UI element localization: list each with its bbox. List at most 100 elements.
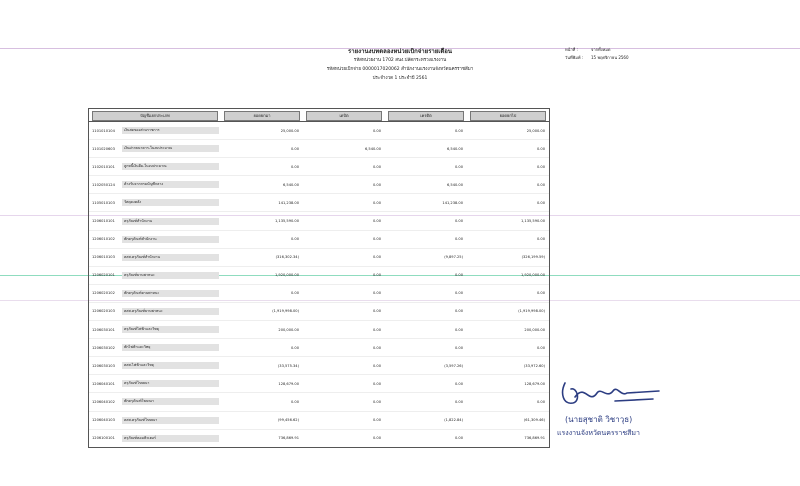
print-date-label: วันที่พิมพ์ : [565, 55, 584, 60]
debit-cell: 0.00 [372, 164, 381, 169]
debit-cell: 0.00 [372, 309, 381, 314]
period-line: ประจำงวด 1 ประจำปี 2561 [372, 76, 428, 81]
col-debit: เดบิต [306, 111, 382, 121]
credit-cell: 0.00 [454, 381, 463, 386]
closing-cell: 0.00 [536, 237, 545, 242]
table-row: 1206030103 คสส.ไฟฟ้าและวิทยุ (33,575.34) 0.… [89, 356, 549, 374]
signatory-title: แรงงานจังหวัดนครราชสีมา [557, 429, 640, 437]
report-title: รายงานงบทดลองหน่วยเบิกจ่ายรายเดือน [348, 48, 452, 55]
table-row: 1206020101 ครุภัณฑ์ยานพาหนะ 1,920,000.00 0.… [89, 265, 549, 284]
closing-cell: 0.00 [536, 399, 545, 404]
debit-cell: 0.00 [372, 436, 381, 441]
table-row: 1105010103 วัสดุคงคลัง 141,238.00 0.00 141,2… [89, 193, 549, 211]
account-name: คสส.ครุภัณฑ์สำนักงาน [122, 253, 219, 261]
opening-cell: 0.00 [290, 291, 299, 296]
account-cell: 1206020101 ครุภัณฑ์ยานพาหนะ [89, 271, 221, 279]
closing-cell: (326,199.59) [521, 255, 545, 260]
opening-cell: 25,000.00 [280, 128, 299, 133]
debit-cell: 0.00 [372, 255, 381, 260]
unit-line: รหัสหน่วยเบิกจ่าย 0000017020062 สำนักงาน… [326, 67, 474, 72]
account-cell: 1206010101 ครุภัณฑ์สำนักงาน [89, 217, 221, 225]
opening-cell: 200,000.00 [278, 327, 299, 332]
credit-cell: 0.00 [454, 309, 463, 314]
table-row: 1206040103 คสส.ครุภัณฑ์โฆษณา (99,456.62) 0.… [89, 410, 549, 429]
col-credit: เครดิต [388, 111, 464, 121]
credit-cell: 0.00 [454, 436, 463, 441]
account-code: 1206010101 [92, 219, 115, 224]
account-cell: 1102050124 ค้างรับจากกรมบัญชีกลาง [89, 181, 221, 189]
account-name: วัสดุคงคลัง [122, 199, 219, 207]
account-code: 1206030103 [92, 363, 115, 368]
account-cell: 1101020603 เงินฝากธนาคาร-ในงบประมาณ [89, 145, 221, 153]
closing-cell: 25,000.00 [526, 128, 545, 133]
account-name: คสส.ครุภัณฑ์โฆษณา [122, 416, 219, 424]
credit-cell: 0.00 [454, 273, 463, 278]
credit-cell: 6,540.00 [446, 146, 463, 151]
debit-cell: 0.00 [372, 128, 381, 133]
scan-line-green [0, 275, 800, 276]
account-name: พักครุภัณฑ์โฆษณา [122, 398, 219, 406]
account-code: 1206040103 [92, 418, 115, 423]
account-name: ครุภัณฑ์โฆษณา [122, 380, 219, 388]
debit-cell: 0.00 [372, 381, 381, 386]
table-body: 1101010104 เงินสดของส่วนราชการ 25,000.00 0.… [89, 122, 549, 447]
account-cell: 1206030103 คสส.ไฟฟ้าและวิทยุ [89, 362, 221, 370]
account-code: 1105010103 [92, 200, 115, 205]
account-name: ครุภัณฑ์ยานพาหนะ [122, 271, 219, 279]
credit-cell: 0.00 [454, 237, 463, 242]
table-row: 1206010102 พักครุภัณฑ์สำนักงาน 0.00 0.00 0.0… [89, 229, 549, 248]
opening-cell: 0.00 [290, 164, 299, 169]
opening-cell: (1,919,998.00) [272, 309, 299, 314]
debit-cell: 0.00 [372, 273, 381, 278]
account-code: 1102050124 [92, 182, 115, 187]
account-name: พักไฟฟ้าและวิทยุ [122, 344, 219, 352]
account-code: 1206020102 [92, 291, 115, 296]
debit-cell: 0.00 [372, 399, 381, 404]
agency-line: รหัสหน่วยงาน 1702 สนง.ปลัดกระทรวงแรงงาน [353, 58, 447, 63]
account-cell: 1206010102 พักครุภัณฑ์สำนักงาน [89, 235, 221, 243]
account-name: ลูกหนี้เงินยืม-ในงบประมาณ [122, 163, 219, 171]
table-row: 1206020102 พักครุภัณฑ์ยานพาหนะ 0.00 0.00 0.0… [89, 283, 549, 302]
page-value: จากทั้งหมด [591, 47, 611, 52]
account-name: คสส.ไฟฟ้าและวิทยุ [122, 362, 219, 370]
report-header: รายงานงบทดลองหน่วยเบิกจ่ายรายเดือน รหัสห… [200, 47, 600, 83]
table-row: 1206040102 พักครุภัณฑ์โฆษณา 0.00 0.00 0.00 0.… [89, 392, 549, 410]
table-row: 1206020103 คสส.ครุภัณฑ์ยานพาหนะ (1,919,998… [89, 301, 549, 320]
closing-cell: (1,919,998.00) [518, 309, 545, 314]
account-code: 1206040101 [92, 381, 115, 386]
closing-cell: 200,000.00 [524, 327, 545, 332]
print-date-value: 15 พฤศจิกายน 2560 [591, 55, 629, 60]
account-cell: 1206020102 พักครุภัณฑ์ยานพาหนะ [89, 289, 221, 297]
credit-cell: (3,597.26) [444, 363, 463, 368]
credit-cell: 6,540.00 [446, 182, 463, 187]
closing-cell: (61,309.46) [523, 418, 545, 423]
credit-cell: (1,822.84) [444, 418, 463, 423]
account-code: 1206030101 [92, 327, 115, 332]
page-info: หน้าที่ : จากทั้งหมด วันที่พิมพ์ : 15 พฤศจ… [565, 46, 675, 62]
closing-cell: 0.00 [536, 146, 545, 151]
account-code: 1206100101 [92, 436, 115, 441]
table-row: 1206100101 ครุภัณฑ์คอมพิวเตอร์ 736,869.91 0… [89, 428, 549, 447]
debit-cell: 0.00 [372, 291, 381, 296]
trial-balance-table: บัญชีแยกประเภท ยอดยกมา เดบิต เครดิต ยอดย… [88, 108, 550, 448]
debit-cell: 0.00 [372, 200, 381, 205]
table-row: 1206010103 คสส.ครุภัณฑ์สำนักงาน (316,302.3… [89, 247, 549, 266]
account-cell: 1206010103 คสส.ครุภัณฑ์สำนักงาน [89, 253, 221, 261]
account-name: ครุภัณฑ์คอมพิวเตอร์ [122, 434, 219, 442]
col-opening: ยอดยกมา [224, 111, 300, 121]
credit-cell: 0.00 [454, 399, 463, 404]
col-closing: ยอดยกไป [470, 111, 546, 121]
account-name: ครุภัณฑ์สำนักงาน [122, 217, 219, 225]
account-cell: 1105010103 วัสดุคงคลัง [89, 199, 221, 207]
closing-cell: 1,135,590.00 [520, 219, 545, 224]
account-code: 1101010104 [92, 128, 115, 133]
opening-cell: (316,302.34) [275, 255, 299, 260]
opening-cell: (99,456.62) [277, 418, 299, 423]
account-code: 1206040102 [92, 399, 115, 404]
closing-cell: 0.00 [536, 291, 545, 296]
account-name: พักครุภัณฑ์ยานพาหนะ [122, 289, 219, 297]
closing-cell: 0.00 [536, 200, 545, 205]
closing-cell: 1,920,000.00 [520, 273, 545, 278]
account-cell: 1206040102 พักครุภัณฑ์โฆษณา [89, 398, 221, 406]
opening-cell: 736,869.91 [278, 436, 299, 441]
